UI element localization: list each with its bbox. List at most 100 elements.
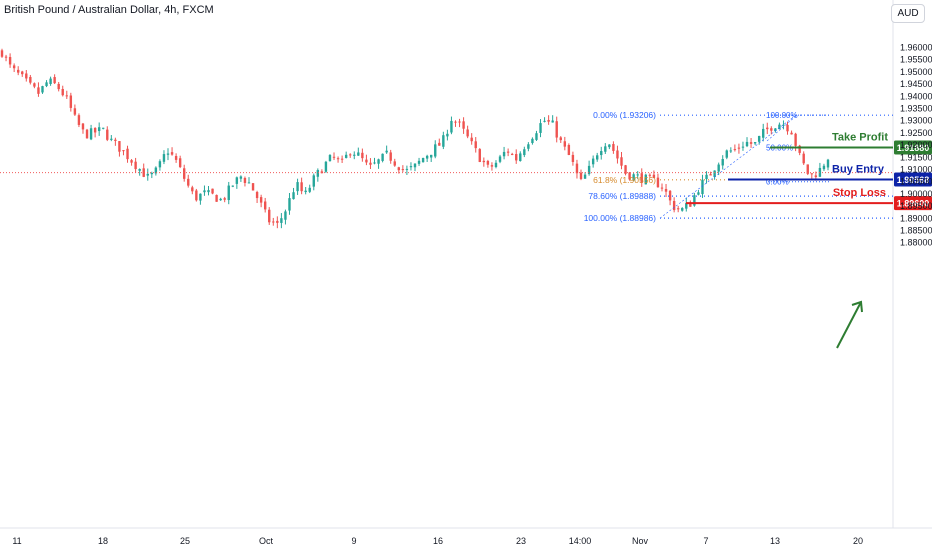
candle-body (409, 166, 413, 168)
x-tick-label: 16 (433, 536, 443, 546)
y-tick-label: 1.95500 (900, 55, 932, 65)
candle-body (272, 221, 275, 223)
candle-body (263, 201, 267, 210)
candle-body (721, 159, 724, 166)
candle-body (259, 197, 263, 203)
candle-body (782, 124, 785, 126)
candle-body (794, 133, 797, 146)
x-tick-label: 11 (12, 536, 21, 546)
y-tick-label: 1.88000 (900, 238, 932, 248)
candle-body (458, 121, 461, 123)
annotations: 0.00% (1.93206) 61.8% (1.90556) 78.60% (1.… (0, 110, 932, 349)
candle-body (243, 177, 247, 183)
candle-body (429, 154, 433, 158)
candle-body (268, 209, 271, 223)
y-tick-label: 1.92500 (900, 128, 932, 138)
candle-body (21, 71, 24, 75)
candle-body (336, 158, 340, 160)
candle-body (4, 56, 8, 58)
candle-body (191, 187, 194, 192)
candle-body (150, 173, 154, 175)
take-profit-label: Take Profit (832, 132, 888, 144)
candle-body (166, 153, 170, 155)
candle-body (89, 128, 93, 140)
buy-entry-tag-label: 1.90568 (897, 175, 930, 185)
candle-body (790, 132, 793, 135)
candle-body (705, 174, 708, 180)
candle-body (421, 158, 425, 163)
y-tick-label: 1.90000 (900, 189, 932, 199)
candle-body (798, 145, 801, 153)
candle-body (749, 142, 753, 144)
x-tick-label: 14:00 (569, 536, 592, 546)
candle-body (219, 198, 222, 201)
candle-body (292, 192, 295, 200)
candle-body (624, 165, 627, 174)
fib-level-label: 100.00% (1.88986) (584, 213, 656, 223)
time-axis[interactable]: 11 18 25 Oct 9 16 23 14:00 Nov 7 13 20 (12, 536, 863, 546)
candle-body (438, 142, 441, 146)
candle-body (122, 150, 125, 152)
candle-body (332, 156, 336, 158)
candle-body (33, 83, 36, 87)
candle-body (745, 141, 749, 147)
candle-body (454, 121, 457, 123)
candle-body (559, 137, 562, 141)
candle-body (494, 162, 498, 168)
stop-loss-tag (894, 196, 932, 211)
candle-body (672, 200, 676, 211)
candle-body (681, 208, 684, 211)
candle-body (770, 128, 773, 131)
y-tick-label: 1.94500 (900, 79, 932, 89)
candle-body (381, 153, 384, 161)
candle-body (596, 155, 599, 160)
candle-body (227, 185, 230, 201)
fib-level-label: 0.00% (1.93206) (593, 110, 656, 120)
candle-body (211, 188, 214, 194)
candle-body (231, 185, 234, 187)
candle-body (474, 141, 477, 149)
candle-body (183, 168, 186, 179)
price-grid (0, 0, 932, 529)
candle-body (203, 190, 206, 193)
candlestick-series (0, 48, 830, 229)
candle-body (106, 129, 109, 140)
candle-body (725, 150, 728, 158)
x-tick-label: 25 (180, 536, 190, 546)
candle-body (215, 194, 218, 202)
candle-body (41, 86, 44, 93)
candle-body (37, 87, 40, 94)
candle-body (608, 144, 611, 148)
candle-body (660, 187, 664, 189)
candle-body (693, 195, 696, 206)
candle-body (636, 174, 639, 176)
candle-body (142, 168, 145, 177)
candle-body (85, 129, 89, 139)
candle-body (187, 178, 190, 186)
candle-body (644, 174, 647, 185)
candle-body (45, 82, 48, 87)
y-tick-label: 1.89500 (900, 201, 932, 211)
y-tick-label: 1.93500 (900, 104, 932, 114)
candle-body (49, 78, 52, 84)
candle-body (814, 175, 818, 178)
currency-button[interactable]: AUD (891, 4, 925, 23)
candle-body (689, 203, 692, 207)
projection-arrow (836, 301, 862, 349)
candle-body (778, 124, 781, 130)
candle-body (77, 115, 81, 125)
projection-arrow-head (851, 300, 863, 313)
candle-body (766, 127, 769, 130)
candle-body (506, 151, 510, 153)
y-tick-label: 1.91000 (900, 165, 932, 175)
fib-level-label: 61.8% (1.90556) (593, 175, 656, 185)
candle-body (656, 177, 660, 188)
candle-body (276, 220, 279, 223)
chart-title: British Pound / Australian Dollar, 4h, F… (4, 4, 214, 16)
candle-body (170, 152, 174, 155)
candle-body (195, 190, 198, 201)
price-axis[interactable]: 1.96000 1.95500 1.95000 1.94500 1.94000 1.935… (900, 43, 932, 248)
y-tick-label: 1.96000 (900, 43, 932, 53)
candle-body (377, 159, 380, 164)
